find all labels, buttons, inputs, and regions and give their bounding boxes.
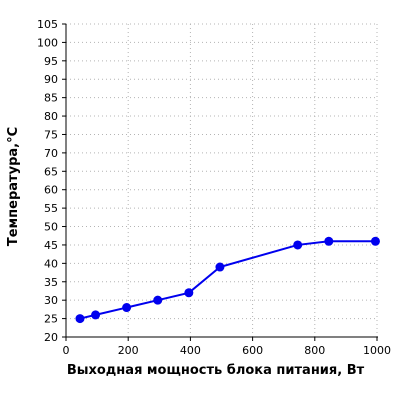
x-tick-label: 200 <box>118 344 139 357</box>
y-tick-label: 70 <box>44 147 58 160</box>
data-point <box>370 236 380 246</box>
series <box>75 236 380 324</box>
y-tick-label: 40 <box>44 257 58 270</box>
y-tick-label: 95 <box>44 55 58 68</box>
y-tick-label: 85 <box>44 92 58 105</box>
y-tick-label: 45 <box>44 239 58 252</box>
grid <box>66 23 378 337</box>
y-tick-label: 80 <box>44 110 58 123</box>
x-tick-label: 400 <box>180 344 201 357</box>
y-tick-label: 50 <box>44 221 58 234</box>
data-point <box>324 236 334 246</box>
x-tick-label: 600 <box>242 344 263 357</box>
x-tick-label: 1000 <box>363 344 391 357</box>
y-tick-label: 35 <box>44 276 58 289</box>
y-tick-label: 65 <box>44 165 58 178</box>
y-tick-label: 20 <box>44 331 58 344</box>
y-tick-label: 60 <box>44 184 58 197</box>
data-point <box>293 240 303 250</box>
data-point <box>91 310 101 320</box>
axes <box>62 23 378 341</box>
tick-labels: 0 200 400 600 800 1000 20 25 30 35 40 45 50 55 60 65 70 7… <box>37 18 391 357</box>
data-point <box>215 262 225 272</box>
x-axis-title: Выходная мощность блока питания, Вт <box>67 363 365 378</box>
y-tick-label: 75 <box>44 128 58 141</box>
y-tick-label: 55 <box>44 202 58 215</box>
y-tick-label: 100 <box>37 36 58 49</box>
y-tick-label: 105 <box>37 18 58 31</box>
y-tick-label: 25 <box>44 313 58 326</box>
y-tick-label: 90 <box>44 73 58 86</box>
data-point <box>122 303 132 313</box>
data-point <box>75 314 85 324</box>
x-tick-label: 800 <box>304 344 325 357</box>
x-tick-label: 0 <box>63 344 70 357</box>
y-tick-label: 30 <box>44 294 58 307</box>
data-point <box>153 295 163 305</box>
data-point <box>184 288 194 298</box>
y-axis-title: Температура,°C <box>6 127 21 246</box>
